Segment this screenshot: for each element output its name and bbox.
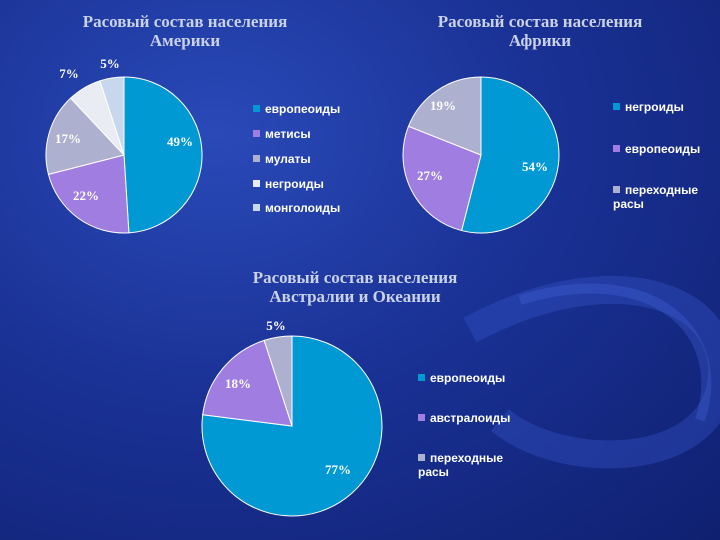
pie-slice-5 [99,76,125,156]
pie-slice-3 [45,97,125,176]
legend-label: австралоиды [430,411,511,425]
legend-item: негроиды [613,100,720,114]
pie-slice-1 [123,76,203,234]
pie-data-label: 22% [73,188,99,203]
legend-swatch [418,374,425,381]
pie-slice-2 [202,339,293,427]
legend-swatch [253,180,260,187]
legend-label: европеоиды [625,142,701,156]
pie-slice-2 [402,125,482,232]
legend-swatch [418,414,425,421]
legend-item: метисы [253,127,373,141]
chart-title-africa: Расовый состав населения Африки [437,12,643,50]
legend-label: метисы [265,127,311,141]
pie-data-label: 49% [167,134,193,149]
pie-slice-1 [460,76,560,234]
legend-swatch [418,454,425,461]
pie-data-label: 5% [266,318,286,333]
legend-item: австралоиды [418,411,538,425]
legend-label: негроиды [265,177,324,191]
legend-label: монголоиды [265,201,341,215]
legend-label: европеоиды [265,102,341,116]
legend-item: европеоиды [418,371,538,385]
pie-data-label: 77% [325,462,351,477]
chart-title-america: Расовый состав населения Америки [82,12,288,50]
pie-data-label: 27% [417,168,443,183]
legend-swatch [253,105,260,112]
legend-item: европеоиды [253,102,373,116]
legend-label: переходные расы [418,451,504,479]
legend-label: негроиды [625,100,684,114]
pie-data-label: 5% [100,56,120,71]
legend-item: европеоиды [613,142,720,156]
chart-title-australia: Расовый состав населения Австралии и Оке… [252,268,458,306]
legend-swatch [613,103,620,110]
pie-data-label: 7% [59,66,79,81]
pie-data-label: 18% [225,376,251,391]
pie-data-label: 54% [522,159,548,174]
pie-slice-3 [263,335,293,427]
legend-swatch [613,145,620,152]
legend-item: монголоиды [253,201,373,215]
legend-swatch [253,130,260,137]
pie-data-label: 17% [55,131,81,146]
legend-swatch [253,155,260,162]
legend-swatch [253,204,260,211]
legend-item: мулаты [253,152,373,166]
legend-label: европеоиды [430,371,506,385]
legend-item: негроиды [253,177,373,191]
legend-label: мулаты [265,152,311,166]
pie-data-label: 19% [430,98,456,113]
legend-label: переходные расы [613,183,699,211]
pie-slice-2 [47,154,130,234]
pie-slice-3 [407,76,482,156]
legend-item: переходные расы [418,451,538,479]
legend-item: переходные расы [613,183,720,211]
legend-swatch [613,186,620,193]
